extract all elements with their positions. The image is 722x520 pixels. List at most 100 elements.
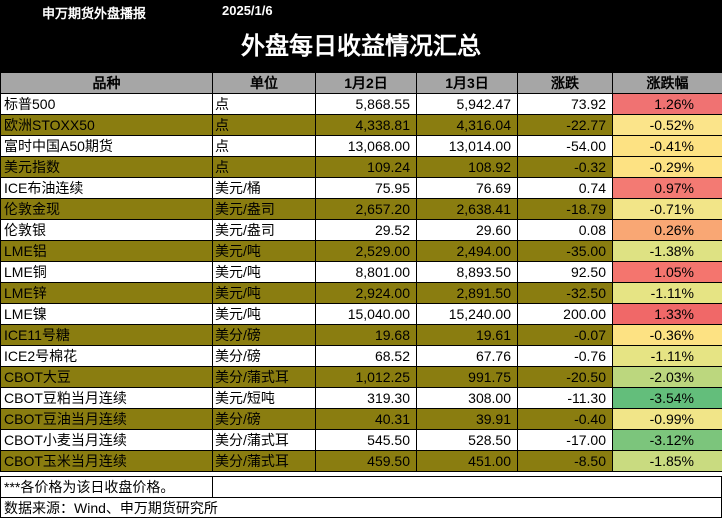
cell-unit: 美元/吨 (212, 303, 316, 325)
cell-change-pct: -1.11% (612, 282, 722, 304)
cell-jan2-close: 109.24 (315, 156, 417, 178)
cell-jan3-close: 76.69 (416, 177, 518, 199)
table-row: CBOT豆粕当月连续 美元/短吨 319.30 308.00 -11.30 -3.54% (0, 387, 722, 409)
table-row: CBOT玉米当月连续 美分/蒲式耳 459.50 451.00 -8.50 -1.85% (0, 450, 722, 472)
cell-change: -22.77 (517, 114, 613, 136)
cell-change-pct: 1.26% (612, 93, 722, 115)
table-row: 伦敦银 美元/盎司 29.52 29.60 0.08 0.26% (0, 219, 722, 241)
cell-unit: 美元/桶 (212, 177, 316, 199)
cell-jan2-close: 2,924.00 (315, 282, 417, 304)
cell-jan2-close: 75.95 (315, 177, 417, 199)
futures-summary-table: 品种 单位 1月2日 1月3日 涨跌 涨跌幅 标普500 点 5,868.55 5,9… (0, 72, 722, 472)
cell-jan2-close: 8,801.00 (315, 261, 417, 283)
cell-jan3-close: 4,316.04 (416, 114, 518, 136)
cell-change: -11.30 (517, 387, 613, 409)
cell-unit: 美元/短吨 (212, 387, 316, 409)
cell-name: LME镍 (0, 303, 213, 325)
cell-jan2-close: 13,068.00 (315, 135, 417, 157)
cell-change-pct: 0.26% (612, 219, 722, 241)
cell-unit: 美分/磅 (212, 345, 316, 367)
cell-change-pct: 1.33% (612, 303, 722, 325)
cell-change-pct: -3.12% (612, 429, 722, 451)
cell-jan2-close: 2,657.20 (315, 198, 417, 220)
cell-change-pct: -0.99% (612, 408, 722, 430)
cell-unit: 点 (212, 93, 316, 115)
table-row: ICE11号糖 美分/磅 19.68 19.61 -0.07 -0.36% (0, 324, 722, 346)
cell-name: 标普500 (0, 93, 213, 115)
cell-jan2-close: 1,012.25 (315, 366, 417, 388)
table-row: 富时中国A50期货点 13,068.00 13,014.00 -54.00 -0.41% (0, 135, 722, 157)
cell-jan2-close: 545.50 (315, 429, 417, 451)
cell-change: -0.07 (517, 324, 613, 346)
cell-unit: 美分/磅 (212, 324, 316, 346)
table-row: CBOT豆油当月连续 美分/磅 40.31 39.91 -0.40 -0.99% (0, 408, 722, 430)
cell-unit: 点 (212, 135, 316, 157)
cell-change: -0.32 (517, 156, 613, 178)
cell-unit: 美分/蒲式耳 (212, 450, 316, 472)
cell-name: 伦敦金现 (0, 198, 213, 220)
cell-jan3-close: 991.75 (416, 366, 518, 388)
table-row: 标普500 点 5,868.55 5,942.47 73.92 1.26% (0, 93, 722, 115)
cell-change-pct: -1.38% (612, 240, 722, 262)
cell-change: 200.00 (517, 303, 613, 325)
cell-name: LME铝 (0, 240, 213, 262)
cell-change: -35.00 (517, 240, 613, 262)
cell-jan3-close: 2,891.50 (416, 282, 518, 304)
cell-change-pct: -0.41% (612, 135, 722, 157)
cell-change-pct: -0.29% (612, 156, 722, 178)
table-row: CBOT小麦当月连续 美分/蒲式耳 545.50 528.50 -17.00 -3.12% (0, 429, 722, 451)
cell-change: -20.50 (517, 366, 613, 388)
cell-unit: 美分/蒲式耳 (212, 366, 316, 388)
brand-label: 申万期货外盘播报 (42, 6, 147, 21)
table-row: LME锌 美元/吨 2,924.00 2,891.50 -32.50 -1.11% (0, 282, 722, 304)
cell-unit: 美分/磅 (212, 408, 316, 430)
table-row: 美元指数点 109.24 108.92 -0.32 -0.29% (0, 156, 722, 178)
cell-jan3-close: 308.00 (416, 387, 518, 409)
cell-unit: 美元/盎司 (212, 219, 316, 241)
table-row: LME铜 美元/吨 8,801.00 8,893.50 92.50 1.05% (0, 261, 722, 283)
data-source-row: 数据来源：Wind、申万期货研究所 (0, 497, 722, 518)
cell-unit: 点 (212, 156, 316, 178)
cell-unit: 美分/蒲式耳 (212, 429, 316, 451)
report-date: 2025/1/6 (222, 3, 273, 18)
cell-jan3-close: 2,494.00 (416, 240, 518, 262)
cell-name: 美元指数 (0, 156, 213, 178)
cell-change-pct: -1.85% (612, 450, 722, 472)
cell-jan3-close: 39.91 (416, 408, 518, 430)
table-row: 欧洲STOXX50 点 4,338.81 4,316.04 -22.77 -0.52% (0, 114, 722, 136)
cell-jan2-close: 2,529.00 (315, 240, 417, 262)
cell-jan3-close: 15,240.00 (416, 303, 518, 325)
cell-jan3-close: 29.60 (416, 219, 518, 241)
cell-name: LME铜 (0, 261, 213, 283)
cell-unit: 美元/盎司 (212, 198, 316, 220)
cell-change: -0.40 (517, 408, 613, 430)
cell-name: CBOT小麦当月连续 (0, 429, 213, 451)
cell-change: -54.00 (517, 135, 613, 157)
col-header-name: 品种 (0, 72, 213, 94)
cell-name: ICE布油连续 (0, 177, 213, 199)
table-row: ICE2号棉花 美分/磅 68.52 67.76 -0.76 -1.11% (0, 345, 722, 367)
cell-unit: 美元/吨 (212, 240, 316, 262)
cell-jan3-close: 2,638.41 (416, 198, 518, 220)
cell-change: -18.79 (517, 198, 613, 220)
col-header-jan3: 1月3日 (416, 72, 518, 94)
cell-jan2-close: 68.52 (315, 345, 417, 367)
cell-jan2-close: 29.52 (315, 219, 417, 241)
cell-unit: 点 (212, 114, 316, 136)
cell-unit: 美元/吨 (212, 282, 316, 304)
cell-change-pct: -3.54% (612, 387, 722, 409)
table-header-row: 品种 单位 1月2日 1月3日 涨跌 涨跌幅 (0, 72, 722, 94)
cell-name: CBOT大豆 (0, 366, 213, 388)
cell-name: CBOT豆油当月连续 (0, 408, 213, 430)
cell-name: 富时中国A50期货 (0, 135, 213, 157)
cell-name: ICE2号棉花 (0, 345, 213, 367)
cell-name: 伦敦银 (0, 219, 213, 241)
cell-change: -32.50 (517, 282, 613, 304)
cell-change: 0.08 (517, 219, 613, 241)
cell-change-pct: -0.71% (612, 198, 722, 220)
cell-jan2-close: 5,868.55 (315, 93, 417, 115)
price-note-row: ***各价格为该日收盘价格。 (0, 476, 722, 498)
cell-jan3-close: 451.00 (416, 450, 518, 472)
table-row: LME镍 美元/吨 15,040.00 15,240.00 200.00 1.33% (0, 303, 722, 325)
cell-jan3-close: 13,014.00 (416, 135, 518, 157)
